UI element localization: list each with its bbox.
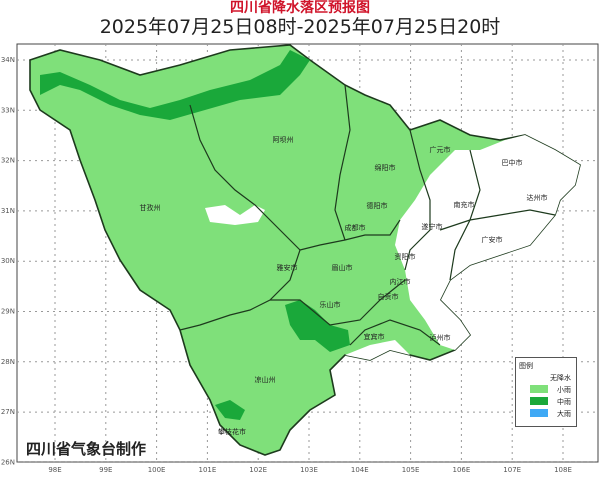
latitude-tick-label: 27N [1, 408, 15, 416]
city-label: 广安市 [482, 235, 503, 244]
longitude-tick-label: 106E [453, 466, 471, 474]
legend-item-heavy-rain: 大雨 [530, 409, 574, 419]
legend-label: 小雨 [557, 386, 571, 394]
longitude-tick-label: 101E [199, 466, 217, 474]
longitude-tick-label: 108E [554, 466, 572, 474]
longitude-tick-label: 102E [249, 466, 267, 474]
city-label: 阿坝州 [273, 135, 294, 144]
latitude-tick-label: 34N [1, 56, 15, 64]
city-label: 遂宁市 [422, 222, 443, 231]
city-label: 乐山市 [320, 300, 341, 309]
city-label: 达州市 [527, 193, 548, 202]
map-title: 四川省降水落区预报图 [230, 0, 370, 16]
legend-swatch [530, 409, 548, 417]
legend-label: 无降水 [550, 374, 571, 382]
latitude-tick-label: 28N [1, 358, 15, 366]
axis-ticks: 98E 99E 100E 101E 102E 103E 104E 105E 106E 107E 10… [1, 56, 572, 474]
longitude-tick-label: 99E [99, 466, 112, 474]
latitude-tick-label: 29N [1, 308, 15, 316]
latitude-tick-label: 31N [1, 207, 15, 215]
city-label: 巴中市 [502, 158, 523, 167]
region-moderate-rain-north [40, 50, 310, 120]
region-no-rain-east [395, 135, 580, 350]
city-label: 泸州市 [430, 333, 451, 342]
longitude-tick-label: 98E [48, 466, 61, 474]
legend-item-no-rain: 无降水 [530, 373, 574, 383]
longitude-tick-label: 100E [148, 466, 166, 474]
latitude-tick-label: 32N [1, 157, 15, 165]
longitude-tick-label: 103E [300, 466, 318, 474]
region-no-rain-south [345, 340, 410, 360]
city-label: 甘孜州 [140, 203, 161, 212]
region-no-rain-west [205, 205, 265, 225]
legend-label: 大雨 [557, 410, 571, 418]
city-label: 资阳市 [395, 252, 416, 261]
longitude-tick-label: 105E [402, 466, 420, 474]
longitude-tick-label: 104E [351, 466, 369, 474]
longitude-tick-label: 107E [503, 466, 521, 474]
city-label: 雅安市 [277, 263, 298, 272]
legend-item-moderate-rain: 中雨 [530, 397, 574, 407]
region-moderate-rain-lake [215, 400, 245, 420]
prefecture-boundaries [179, 84, 556, 346]
legend-title: 图例 [519, 362, 533, 370]
legend: 图例 无降水 小雨 中雨 大雨 [515, 357, 577, 427]
legend-item-light-rain: 小雨 [530, 385, 574, 395]
city-label: 广元市 [430, 145, 451, 154]
region-moderate-rain-south [285, 300, 350, 352]
city-label: 德阳市 [367, 201, 388, 210]
latitude-tick-label: 26N [1, 458, 15, 466]
city-label: 绵阳市 [375, 163, 396, 172]
latitude-tick-label: 33N [1, 106, 15, 114]
city-label: 眉山市 [332, 263, 353, 272]
city-label: 凉山州 [255, 375, 276, 384]
legend-swatch [530, 397, 548, 405]
legend-swatch [530, 385, 548, 393]
legend-label: 中雨 [557, 398, 571, 406]
city-label: 内江市 [390, 277, 411, 286]
producer-credit: 四川省气象台制作 [26, 440, 147, 458]
latitude-tick-label: 30N [1, 257, 15, 265]
city-label: 南充市 [454, 200, 475, 209]
city-label: 自贡市 [378, 292, 399, 301]
city-label: 攀枝花市 [218, 427, 246, 436]
city-label: 宜宾市 [364, 332, 385, 341]
forecast-period: 2025年07月25日08时-2025年07月25日20时 [99, 16, 501, 38]
city-label: 成都市 [345, 223, 366, 232]
